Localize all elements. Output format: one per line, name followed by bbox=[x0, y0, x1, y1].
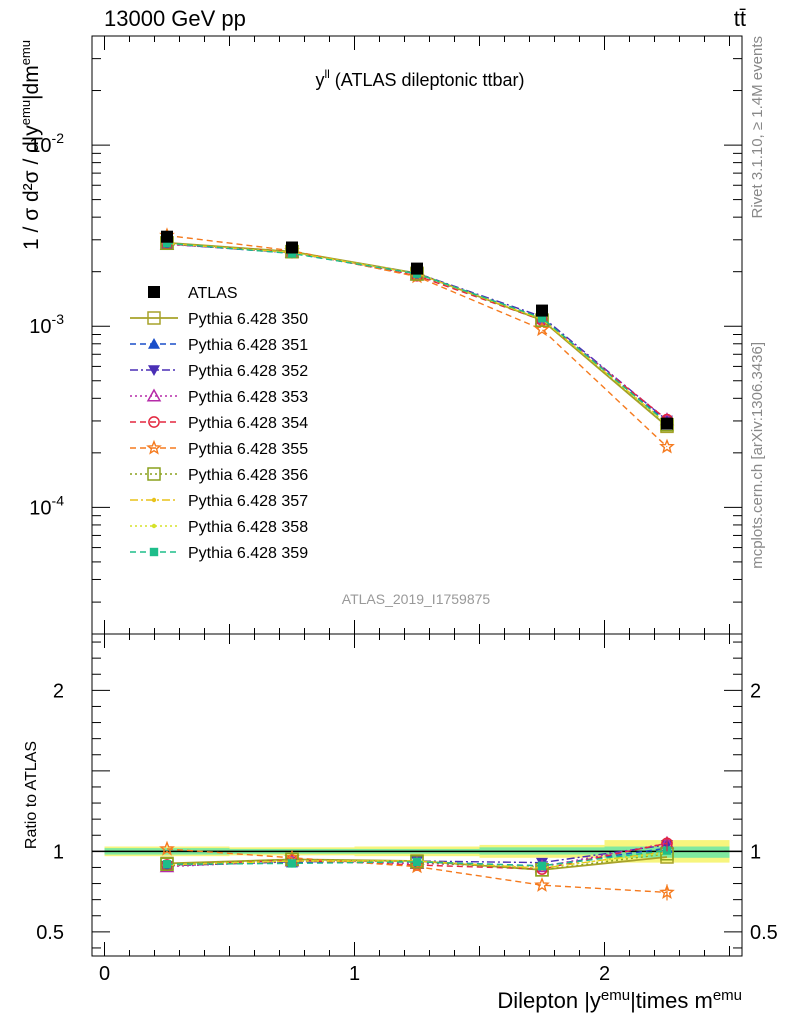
ratio-plot-frame bbox=[91, 633, 743, 957]
legend-label: Pythia 6.428 359 bbox=[188, 545, 308, 562]
x-tick-label: 1 bbox=[349, 963, 360, 985]
data-point bbox=[147, 311, 161, 325]
legend-label: Pythia 6.428 351 bbox=[188, 337, 308, 354]
x-tick-label: 2 bbox=[599, 963, 610, 985]
data-point bbox=[534, 876, 550, 892]
plot-title: yll (ATLAS dileptonic ttbar) bbox=[315, 67, 524, 90]
analysis-id: ATLAS_2019_I1759875 bbox=[342, 591, 491, 607]
legend-label: Pythia 6.428 355 bbox=[188, 441, 308, 458]
data-point bbox=[147, 467, 161, 481]
y-tick-label: 1 bbox=[53, 841, 64, 863]
data-point bbox=[151, 523, 157, 529]
data-point bbox=[287, 249, 297, 258]
data-point bbox=[409, 858, 425, 874]
main-y-axis-label: 1 / σ d²σ / d|yemu|dmemu bbox=[18, 40, 43, 250]
data-point bbox=[286, 241, 298, 254]
y-tick-label: 1 bbox=[750, 841, 761, 863]
y-tick-label: 2 bbox=[750, 680, 761, 702]
data-point bbox=[161, 230, 173, 243]
y-tick-label: 10-2 bbox=[29, 130, 64, 157]
legend-label: Pythia 6.428 356 bbox=[188, 467, 308, 484]
data-point bbox=[661, 417, 673, 430]
y-tick-label: 0.5 bbox=[750, 922, 778, 944]
data-point bbox=[148, 416, 160, 428]
data-point bbox=[148, 338, 160, 349]
ratio-y-axis-label: Ratio to ATLAS bbox=[23, 741, 40, 849]
data-point bbox=[159, 840, 175, 856]
data-point bbox=[411, 262, 423, 275]
data-point bbox=[412, 857, 422, 867]
process-label: tt̄ bbox=[733, 6, 746, 31]
legend-label: Pythia 6.428 352 bbox=[188, 363, 308, 380]
ratio-series-line bbox=[166, 850, 668, 869]
data-point bbox=[151, 497, 157, 503]
data-point bbox=[146, 439, 162, 455]
legend-label: ATLAS bbox=[188, 285, 238, 302]
y-tick-label: 0.5 bbox=[36, 922, 64, 944]
data-point bbox=[149, 547, 159, 557]
data-point bbox=[659, 438, 675, 454]
rivet-label: Rivet 3.1.10, ≥ 1.4M events bbox=[749, 36, 766, 219]
x-tick-label: 0 bbox=[99, 963, 110, 985]
y-tick-label: 10-3 bbox=[29, 311, 64, 338]
data-point bbox=[162, 239, 172, 248]
data-point bbox=[146, 388, 162, 402]
legend-label: Pythia 6.428 357 bbox=[188, 493, 308, 510]
y-tick-label: 10-4 bbox=[29, 492, 64, 519]
collision-label: 13000 GeV pp bbox=[104, 6, 246, 31]
legend-label: Pythia 6.428 358 bbox=[188, 519, 308, 536]
data-point bbox=[537, 861, 547, 871]
data-point bbox=[162, 860, 172, 869]
legend-label: Pythia 6.428 353 bbox=[188, 389, 308, 406]
data-point bbox=[148, 365, 160, 376]
data-point bbox=[534, 321, 550, 337]
data-point bbox=[537, 313, 547, 323]
x-axis-label: Dilepton |yemu|times memu bbox=[497, 987, 742, 1013]
legend-label: Pythia 6.428 350 bbox=[188, 311, 308, 328]
legend-label: Pythia 6.428 354 bbox=[188, 415, 308, 432]
data-point bbox=[536, 304, 548, 317]
mcplots-label: mcplots.cern.ch [arXiv:1306.3436] bbox=[749, 342, 766, 569]
data-point bbox=[148, 286, 160, 298]
ratio-series-line bbox=[166, 848, 668, 894]
data-point bbox=[287, 859, 297, 868]
y-tick-label: 2 bbox=[53, 680, 64, 702]
